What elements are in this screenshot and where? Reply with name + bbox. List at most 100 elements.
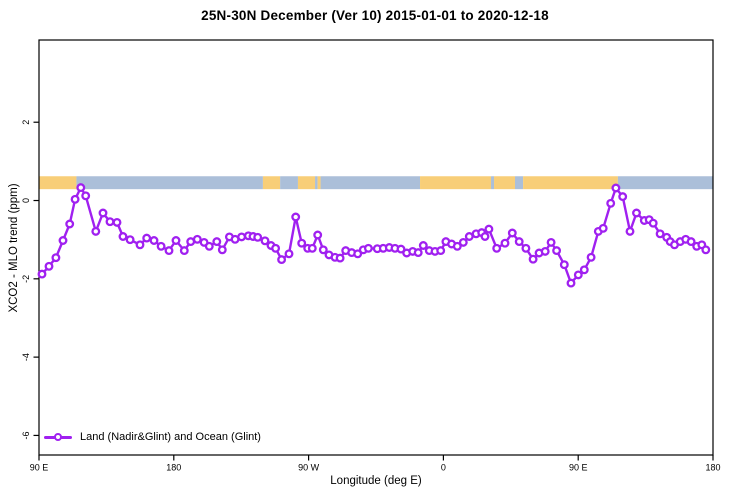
series-marker	[353, 249, 363, 259]
surface-band-segment-ocean	[315, 176, 318, 190]
series-marker	[217, 245, 227, 255]
series-marker	[552, 246, 562, 256]
series-marker	[573, 270, 583, 280]
series-marker	[528, 254, 538, 264]
series-marker	[271, 243, 281, 253]
series-marker	[98, 208, 108, 218]
series-marker	[611, 183, 621, 193]
series-marker	[648, 218, 658, 228]
surface-band-segment-land	[523, 176, 618, 190]
series-marker	[156, 241, 166, 251]
series-marker	[142, 233, 152, 243]
series-marker	[507, 228, 517, 238]
x-tick-label: 0	[441, 463, 446, 473]
series-marker	[618, 192, 628, 202]
series-marker	[458, 237, 468, 247]
series-marker	[58, 236, 68, 245]
series-marker	[546, 237, 556, 247]
series-marker	[105, 217, 115, 227]
series-marker	[701, 245, 711, 255]
y-tick-label: 0	[21, 198, 31, 203]
x-tick-label: 90 W	[298, 463, 320, 473]
series-marker	[260, 236, 270, 246]
y-tick-label: -4	[21, 353, 31, 361]
series-marker	[149, 236, 159, 245]
series-marker	[284, 249, 294, 259]
series-marker	[307, 243, 317, 253]
series-marker	[51, 253, 61, 263]
series-marker	[70, 194, 80, 204]
series-marker	[81, 191, 91, 201]
x-tick-label: 180	[705, 463, 720, 473]
chart-legend: Land (Nadir&Glint) and Ocean (Glint)	[44, 429, 261, 445]
surface-band-segment-ocean	[280, 176, 298, 190]
series-marker	[436, 246, 446, 256]
surface-band-segment-ocean	[514, 176, 524, 190]
series-marker	[606, 198, 616, 208]
series-marker	[480, 232, 490, 241]
series-marker	[540, 246, 550, 256]
surface-band-segment-land	[494, 176, 515, 190]
series-marker	[335, 253, 345, 263]
series-marker	[598, 223, 608, 233]
x-tick-label: 180	[166, 463, 181, 473]
series-marker	[686, 237, 696, 247]
series-marker	[452, 241, 462, 251]
surface-band-segment-ocean	[320, 176, 421, 190]
series-marker	[655, 229, 665, 239]
legend-label: Land (Nadir&Glint) and Ocean (Glint)	[80, 431, 261, 443]
series-marker	[204, 241, 214, 251]
series-marker	[171, 236, 181, 245]
surface-band-segment-ocean	[617, 176, 713, 190]
series-marker	[318, 245, 328, 255]
series-marker	[44, 261, 54, 271]
series-marker	[464, 232, 474, 241]
y-tick-label: -6	[21, 431, 31, 439]
series-marker	[363, 243, 373, 253]
surface-band-segment-ocean	[76, 176, 263, 190]
series-marker	[164, 246, 174, 256]
series-marker	[514, 237, 524, 247]
series-marker	[566, 278, 576, 288]
series-marker	[492, 243, 502, 253]
series-marker	[396, 244, 406, 254]
plot-box	[38, 39, 714, 456]
series-marker	[125, 235, 135, 245]
chart-title: 25N-30N December (Ver 10) 2015-01-01 to …	[201, 8, 549, 23]
series-marker	[135, 240, 145, 250]
series-marker	[413, 248, 423, 258]
surface-band-segment-ocean	[491, 176, 495, 190]
series-marker	[297, 238, 307, 248]
series-marker	[632, 208, 641, 218]
y-tick-label: 2	[21, 120, 31, 125]
series-marker	[586, 252, 596, 262]
surface-band-segment-land	[317, 176, 321, 190]
series-marker	[65, 219, 75, 229]
surface-band-segment-land	[297, 176, 316, 190]
x-tick-label: 90 E	[569, 463, 588, 473]
series-marker	[277, 255, 287, 265]
series-marker	[237, 232, 247, 242]
series-marker	[212, 237, 222, 247]
series-marker	[313, 230, 323, 240]
series-marker	[291, 212, 301, 222]
series-marker	[112, 217, 122, 227]
series-marker	[500, 238, 510, 248]
series-marker	[559, 260, 569, 270]
series-marker	[91, 226, 101, 236]
series-marker	[484, 224, 494, 234]
series-line	[40, 186, 707, 285]
y-tick-label: -2	[21, 275, 31, 283]
series-marker	[179, 246, 189, 256]
series-marker	[625, 226, 635, 236]
series-marker	[37, 269, 47, 279]
series-marker	[418, 241, 428, 250]
series-marker	[118, 232, 128, 241]
series-marker	[76, 183, 86, 193]
surface-band-segment-land	[39, 176, 77, 190]
series-marker	[192, 234, 202, 244]
x-tick-label: 90 E	[30, 463, 49, 473]
surface-band-segment-land	[420, 176, 492, 190]
